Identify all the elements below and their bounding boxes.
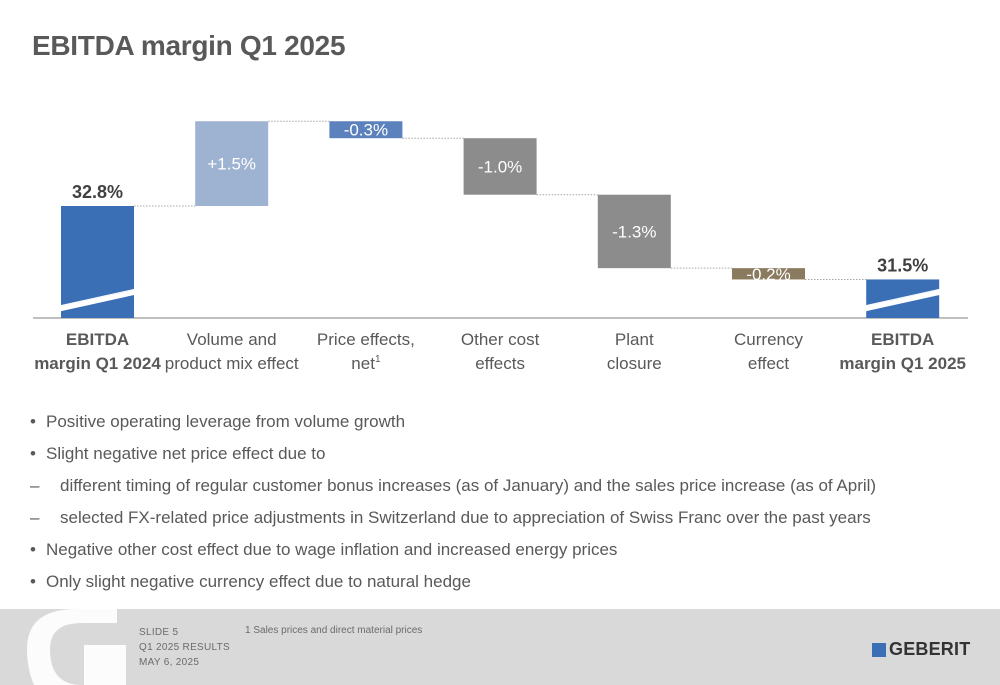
footer: SLIDE 5 Q1 2025 RESULTS MAY 6, 2025 1 Sa… [0,609,1000,685]
category-label-6-1: margin Q1 2025 [839,354,966,373]
bullet-item: • Negative other cost effect due to wage … [30,534,970,566]
sub-bullet-item: – selected FX-related price adjustments i… [30,502,970,534]
bullet-item: • Only slight negative currency effect du… [30,566,970,598]
bar-2 [329,121,403,139]
category-label-3-0: Other cost [461,330,540,349]
category-label-1-1: product mix effect [165,354,299,373]
bullet-text: Slight negative net price effect due to [46,444,326,463]
footnote-marker: 1 [375,354,381,365]
footer-meta: SLIDE 5 Q1 2025 RESULTS MAY 6, 2025 [139,625,230,670]
axis-break-mark [58,289,137,312]
data-label-0: 32.8% [72,182,123,202]
bar-4 [597,194,671,269]
bullet-marker: • [30,412,36,431]
data-label-2: -0.3% [344,121,388,140]
geberit-g-watermark-icon [27,609,126,685]
bar-5 [732,268,805,280]
bullet-item: • Slight negative net price effect due to [30,438,970,470]
bullet-list: • Positive operating leverage from volume… [30,406,970,598]
report-date: MAY 6, 2025 [139,657,200,668]
slide-number: SLIDE 5 [139,627,179,638]
bullet-text: Negative other cost effect due to wage i… [46,540,618,559]
sub-bullet-item: – different timing of regular customer bo… [30,470,970,502]
category-label-2-0: Price effects, [317,330,415,349]
category-label-0-0: EBITDA [66,330,129,349]
data-label-1: +1.5% [207,155,256,174]
bullet-text: Only slight negative currency effect due… [46,572,471,591]
bullet-text: selected FX-related price adjustments in… [60,508,871,527]
bullet-marker: • [30,572,36,591]
bullet-item: • Positive operating leverage from volume… [30,406,970,438]
data-label-4: -1.3% [612,222,656,241]
waterfall-chart: 32.8% EBITDA margin Q1 2024 +1.5% Volume and… [33,121,968,373]
bullet-marker: – [30,476,40,495]
data-label-5: -0.2% [746,265,790,284]
axis-break-mark-edge [864,288,942,307]
logo-square-icon [872,642,886,657]
category-label-6-0: EBITDA [871,330,934,349]
data-label-3: -1.0% [478,157,522,176]
bar-1 [195,121,269,206]
slide-title: EBITDA margin Q1 2025 [32,30,346,61]
category-label-1-0: Volume and [187,330,277,349]
category-label-0-1: margin Q1 2024 [34,354,161,373]
axis-break-mark [863,289,942,312]
category-label-3-1: effects [475,354,525,373]
data-label-6: 31.5% [877,255,928,275]
bullet-marker: – [30,508,40,527]
category-label-4-0: Plant [615,330,654,349]
axis-break-mark-edge [58,288,137,307]
bar-3 [463,138,537,195]
bullet-text: Positive operating leverage from volume … [46,412,406,431]
logo-text: GEBERIT [889,639,971,659]
bullet-marker: • [30,444,36,463]
category-label-5-1: effect [748,354,790,373]
geberit-logo: GEBERIT [872,639,970,660]
category-label-5-0: Currency [734,330,803,349]
category-label-4-1: closure [607,354,662,373]
report-name: Q1 2025 RESULTS [139,642,231,653]
bullet-marker: • [30,540,36,559]
footnote: 1 Sales prices and direct material price… [245,625,423,636]
bullet-text: different timing of regular customer bon… [60,476,877,495]
category-label-2-1: net1 [351,354,381,373]
